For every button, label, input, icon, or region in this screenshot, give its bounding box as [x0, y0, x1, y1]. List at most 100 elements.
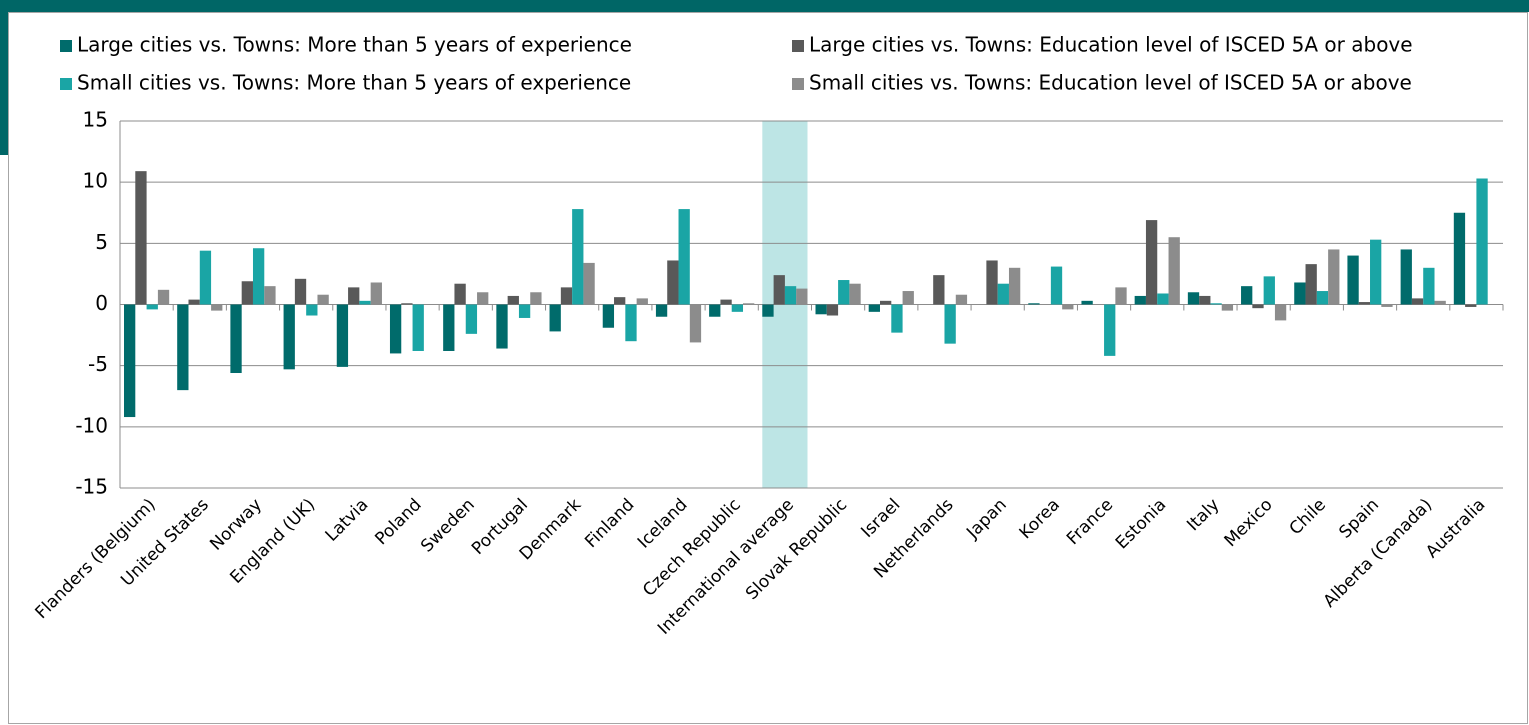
legend-swatch	[792, 78, 804, 90]
bar	[1104, 304, 1116, 356]
legend-swatch	[60, 78, 72, 90]
x-tick-label: Estonia	[1112, 495, 1170, 553]
x-tick-label: Mexico	[1221, 495, 1277, 551]
x-tick-label: France	[1063, 495, 1117, 549]
bar	[1187, 292, 1200, 305]
bar	[572, 209, 584, 305]
x-tick-label: Chile	[1286, 495, 1330, 539]
top-bar	[0, 0, 1529, 12]
bar	[1328, 249, 1340, 305]
bar	[518, 304, 531, 318]
bar	[944, 304, 956, 344]
bar	[1400, 249, 1412, 305]
bar	[689, 304, 702, 343]
bar	[583, 262, 595, 305]
bar	[530, 292, 542, 305]
x-tick-label: Japan	[962, 495, 1010, 543]
bar	[838, 280, 850, 305]
bar	[549, 304, 561, 332]
bar	[655, 304, 668, 317]
bar	[412, 304, 424, 351]
bar	[1008, 267, 1021, 305]
bar	[678, 209, 690, 305]
y-tick-label: 5	[95, 230, 108, 254]
bar	[868, 304, 880, 312]
y-tick-label: 10	[83, 169, 108, 193]
y-tick-label: -10	[75, 413, 108, 437]
bar	[188, 299, 200, 305]
bar	[1081, 300, 1093, 305]
bar	[879, 300, 892, 305]
bar	[124, 304, 136, 418]
bar	[1423, 267, 1435, 305]
bar	[849, 283, 861, 305]
frame	[8, 12, 1528, 724]
bar	[135, 171, 147, 305]
bar	[1145, 220, 1158, 305]
y-tick-label: -5	[88, 352, 108, 376]
bar	[709, 304, 721, 317]
x-tick-label: Slovak Republic	[742, 495, 851, 604]
bar	[454, 283, 466, 305]
bar	[370, 282, 382, 305]
bar	[891, 304, 903, 333]
bar	[157, 289, 170, 305]
bar	[1050, 266, 1063, 305]
bar	[359, 300, 371, 305]
bar	[389, 304, 402, 354]
bar	[1370, 239, 1382, 305]
legend-swatch	[60, 40, 72, 52]
bar	[294, 278, 307, 305]
bar	[602, 304, 615, 328]
bar	[477, 292, 489, 305]
bar	[784, 286, 797, 305]
bar	[902, 291, 914, 305]
legend-label: Large cities vs. Towns: Education level …	[809, 33, 1413, 57]
bar	[348, 287, 360, 305]
bar	[1168, 237, 1180, 305]
bar	[336, 304, 349, 367]
y-tick-label: -15	[75, 475, 108, 499]
bar	[230, 304, 242, 374]
bar	[762, 304, 774, 317]
bar	[1241, 286, 1253, 305]
bar	[199, 250, 212, 305]
y-tick-label: 15	[83, 108, 108, 132]
x-tick-label: Australia	[1422, 495, 1489, 562]
bar	[264, 286, 276, 305]
bar	[815, 304, 827, 315]
bar	[1347, 255, 1359, 305]
bar	[1453, 212, 1466, 305]
legend-label: Small cities vs. Towns: Education level …	[809, 71, 1412, 95]
bar	[743, 303, 755, 305]
legend-swatch	[792, 40, 804, 52]
bar	[933, 275, 945, 305]
bar	[496, 304, 508, 349]
x-tick-label: Spain	[1335, 495, 1383, 543]
bar	[625, 304, 637, 342]
bar	[1028, 303, 1040, 305]
bar	[560, 287, 573, 305]
bar	[317, 294, 329, 305]
bar	[1115, 287, 1127, 305]
bar	[826, 304, 839, 316]
bar	[211, 304, 223, 311]
legend-label: Large cities vs. Towns: More than 5 year…	[77, 33, 632, 57]
bar	[306, 304, 318, 316]
bar	[283, 304, 295, 370]
bar	[443, 304, 455, 351]
bar	[1411, 298, 1424, 305]
bar	[241, 281, 253, 305]
bar	[401, 303, 413, 305]
bar	[997, 283, 1009, 305]
bar	[1199, 295, 1211, 305]
bar	[1381, 304, 1393, 307]
bar	[1157, 293, 1169, 305]
bar	[986, 260, 998, 305]
x-tick-label: Italy	[1183, 495, 1223, 535]
bar	[667, 260, 679, 305]
bar	[1465, 304, 1477, 307]
bar	[1274, 304, 1287, 321]
bar	[465, 304, 478, 334]
side-bar	[0, 0, 8, 155]
